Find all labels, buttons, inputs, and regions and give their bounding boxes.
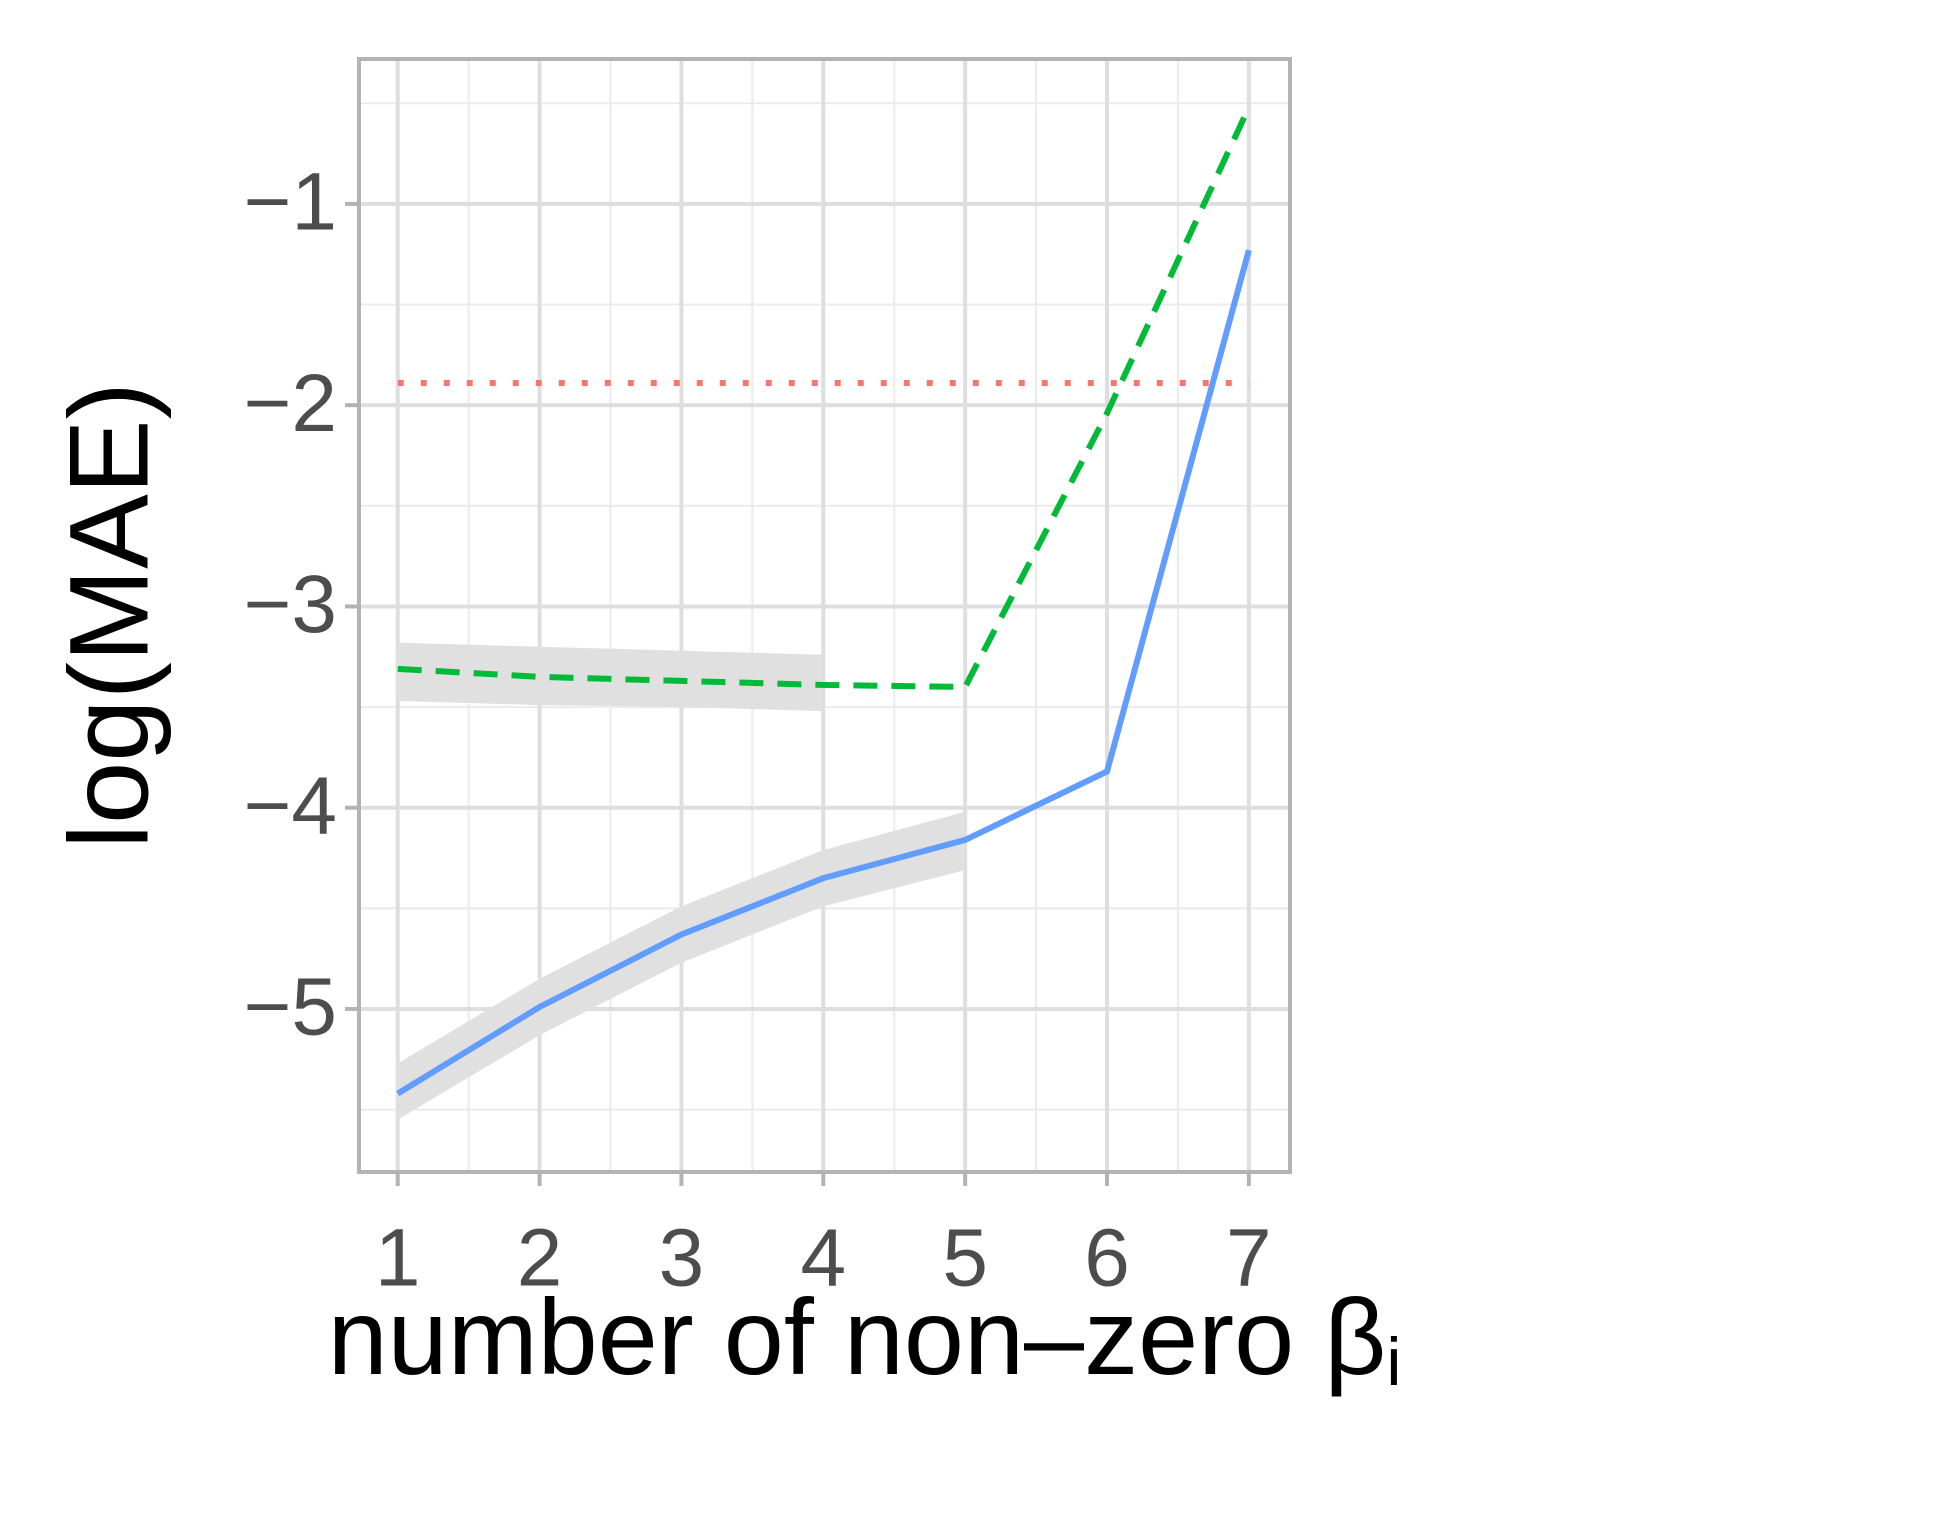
plot-border — [357, 57, 1292, 1174]
y-tick-label: −1 — [244, 157, 338, 248]
y-axis-title: log(MAE) — [47, 382, 172, 849]
x-tick-label: 7 — [1226, 1213, 1272, 1304]
x-tick-label: 4 — [800, 1213, 846, 1304]
x-axis-title: number of non–zero βi — [328, 1276, 1402, 1400]
x-axis-title-sub: i — [1386, 1324, 1401, 1400]
x-tick-label: 1 — [375, 1213, 421, 1304]
x-tick-label: 6 — [1084, 1213, 1130, 1304]
y-tick-label: −4 — [244, 760, 338, 851]
x-tick-label: 5 — [942, 1213, 988, 1304]
ribbon — [397, 811, 966, 1120]
x-tick-label: 3 — [659, 1213, 705, 1304]
series-line — [396, 249, 1252, 1097]
series-line — [397, 106, 1252, 690]
y-tick-label: −2 — [244, 358, 338, 449]
y-tick-label: −3 — [244, 559, 338, 650]
y-tick-label: −5 — [244, 962, 338, 1053]
x-tick-label: 2 — [517, 1213, 563, 1304]
x-axis-title-main: number of non–zero β — [328, 1276, 1387, 1397]
